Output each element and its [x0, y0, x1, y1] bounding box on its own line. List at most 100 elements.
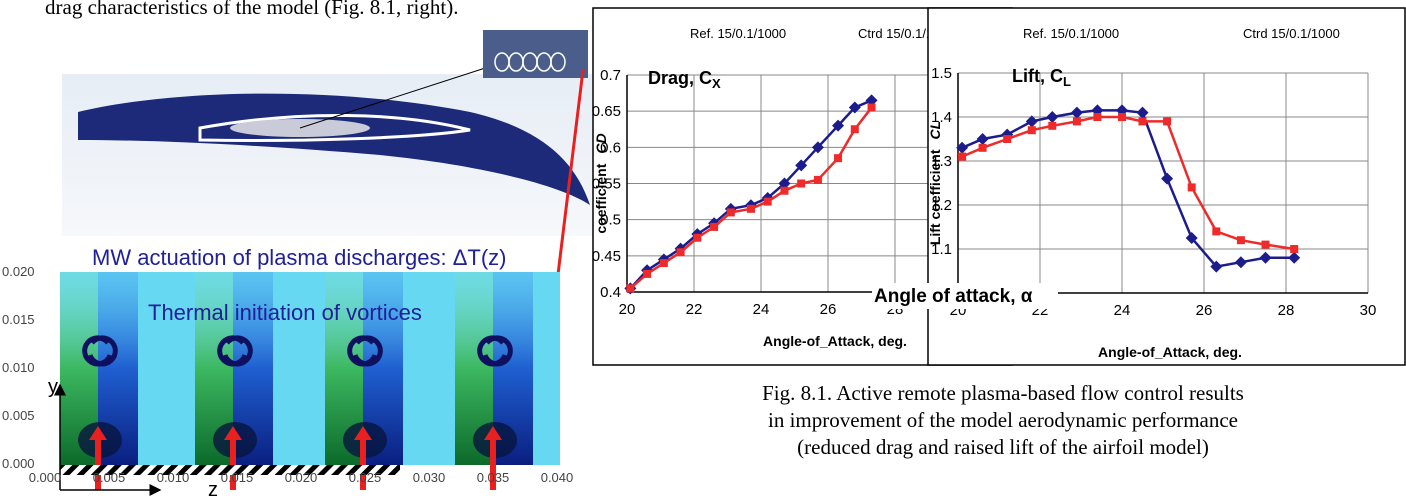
x-tick-label: 20	[619, 301, 636, 318]
x-tick-label: 28	[1278, 302, 1295, 319]
data-point	[1027, 126, 1036, 135]
y-axis-label: Lift coefficient CL	[927, 121, 943, 245]
y-tick-label: 0.4	[600, 284, 621, 301]
y-axis-label: y	[48, 376, 58, 398]
x-tick-label: 26	[820, 301, 837, 318]
y-label-text: Lift coefficient	[927, 149, 943, 245]
data-point	[834, 154, 843, 163]
y-tick-label: 0.7	[600, 67, 621, 84]
jet-arrow-head	[89, 426, 107, 440]
y-label-text: coefficient	[593, 163, 609, 233]
data-point	[726, 208, 735, 217]
contour-y-tick: 0.015	[2, 312, 35, 327]
caption: Fig. 8.1. Active remote plasma-based flo…	[762, 381, 1244, 459]
vortex-icon	[217, 335, 248, 367]
data-point	[1212, 227, 1221, 236]
y-tick-label: 0.45	[592, 248, 621, 265]
jet-arrow-head	[224, 426, 242, 440]
data-point	[763, 197, 772, 206]
x-tick-label: 24	[1114, 302, 1131, 319]
data-point	[1236, 236, 1245, 245]
contour-y-tick: 0.010	[2, 360, 35, 375]
caption-line: (reduced drag and raised lift of the air…	[797, 435, 1209, 459]
y-label-symbol: CD	[593, 133, 609, 153]
data-point	[1210, 260, 1223, 273]
legend-entry: Ctrd 15/0.1/1000	[1243, 26, 1340, 41]
annotation-bg	[872, 283, 1058, 309]
contour-z-tick: 0.030	[413, 470, 446, 485]
charts: Ref. 15/0.1/1000 Ctrd 15/0.1/1000 0.4 0.45 0…	[592, 7, 1406, 366]
title-main: Drag, C	[648, 68, 712, 88]
legend-entry: Ref. 15/0.1/1000	[690, 26, 786, 41]
contour-z-tick: 0.000	[29, 470, 62, 485]
y-label-symbol: CL	[927, 121, 943, 140]
y-tick-label: 0.65	[592, 103, 621, 120]
data-point	[813, 175, 822, 184]
z-axis-label: z	[208, 479, 218, 498]
data-point	[850, 125, 859, 134]
data-point	[958, 152, 967, 161]
data-point	[795, 159, 808, 172]
jet-arrow-head	[484, 426, 502, 440]
contour-z-tick: 0.025	[349, 470, 382, 485]
vortex-icon	[82, 335, 113, 367]
data-point	[1187, 183, 1196, 192]
contour-z-tick: 0.005	[93, 470, 126, 485]
contour-y-tick: 0.020	[2, 264, 35, 279]
vortex-icon	[347, 335, 378, 367]
data-point	[797, 179, 806, 188]
data-point	[867, 103, 876, 112]
data-point	[780, 186, 789, 195]
data-point	[676, 248, 685, 257]
contour-z-tick: 0.010	[157, 470, 190, 485]
x-tick-label: 24	[753, 301, 770, 318]
data-point	[1138, 117, 1147, 126]
data-point	[710, 222, 719, 231]
data-point	[778, 177, 791, 190]
vortex-label: Thermal initiation of vortices	[148, 300, 422, 325]
actuation-label: MW actuation of plasma discharges: ΔT(z)	[92, 245, 507, 270]
y-tick-label: 1.4	[931, 109, 952, 126]
data-point	[832, 119, 845, 132]
chart-title: Drag, CX	[648, 68, 721, 91]
data-point	[1025, 115, 1038, 128]
data-point	[1288, 251, 1301, 264]
data-point	[1048, 121, 1057, 130]
data-point	[1234, 256, 1247, 269]
title-sub: X	[712, 76, 721, 91]
contour-z-tick: 0.035	[477, 470, 510, 485]
data-point	[976, 133, 989, 145]
chart-frame	[927, 7, 1406, 366]
data-point	[1003, 135, 1012, 143]
top-text: drag characteristics of the model (Fig. …	[45, 0, 458, 19]
caption-line: in improvement of the model aerodynamic …	[768, 408, 1238, 432]
y-tick-label: 0.5	[600, 212, 621, 229]
jet-arrow-head	[354, 426, 372, 440]
annotation: Angle of attack, α	[874, 286, 1033, 307]
data-point	[1259, 251, 1272, 264]
data-point	[1093, 113, 1102, 121]
data-point	[1046, 111, 1059, 123]
legend-entry: Ref. 15/0.1/1000	[1023, 26, 1119, 41]
data-point	[811, 141, 824, 154]
data-point	[746, 204, 755, 213]
data-point	[1185, 232, 1198, 244]
data-point	[1290, 245, 1299, 253]
contour-z-tick: 0.040	[541, 470, 574, 485]
data-point	[848, 101, 861, 114]
data-point	[693, 233, 702, 242]
data-point	[659, 259, 668, 268]
data-point	[956, 141, 969, 154]
title-sub: L	[1063, 74, 1071, 89]
y-tick-label: 1.1	[931, 241, 952, 258]
data-point	[1072, 117, 1081, 126]
x-axis-label: Angle-of_Attack, deg.	[1098, 344, 1242, 360]
caption-line: Fig. 8.1. Active remote plasma-based flo…	[762, 381, 1244, 405]
contour-plot	[54, 272, 560, 496]
data-point	[643, 269, 652, 278]
data-point	[1136, 106, 1149, 119]
airfoil-illustration	[62, 30, 592, 446]
contour-z-tick: 0.015	[221, 470, 254, 485]
